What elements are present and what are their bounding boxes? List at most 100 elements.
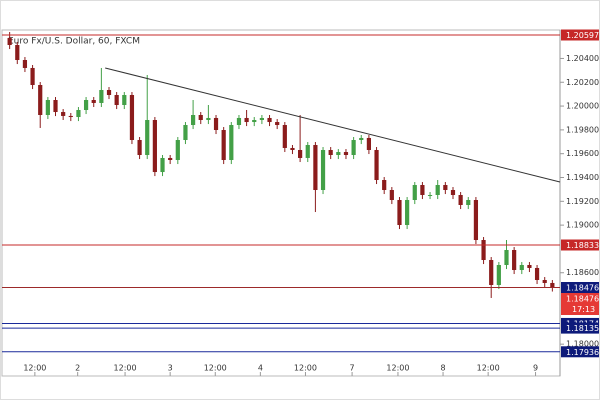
candle-body <box>53 100 58 113</box>
candle-body <box>290 147 295 150</box>
level-label: 1.17936 <box>566 348 599 357</box>
candle-body <box>534 267 540 280</box>
candle-body <box>198 115 203 120</box>
x-tick-label: 4 <box>258 364 263 373</box>
candle-body <box>412 185 417 200</box>
candle-body <box>282 125 287 148</box>
candle-body <box>175 140 180 160</box>
candle-body <box>38 85 43 115</box>
candle-body <box>83 100 89 110</box>
candle-body <box>489 260 494 285</box>
last-price-box <box>561 293 599 315</box>
x-tick-label: 12:00 <box>23 364 46 373</box>
candle-body <box>30 67 35 85</box>
candle-body <box>168 157 173 160</box>
candle-body <box>450 190 456 195</box>
level-box <box>561 346 599 358</box>
candle-body <box>336 152 341 155</box>
x-tick-label: 12:00 <box>477 364 500 373</box>
y-tick-label: 1.19000 <box>566 221 599 230</box>
y-tick-label: 1.19600 <box>566 149 599 158</box>
candle-body <box>99 90 104 103</box>
candle-body <box>473 200 479 240</box>
last-price-label: 1.18476 <box>566 295 599 304</box>
candle-body <box>22 60 28 68</box>
candle-body <box>351 140 356 155</box>
candle-body <box>229 125 234 160</box>
y-tick-label: 1.19400 <box>566 173 599 182</box>
level-box <box>561 29 599 41</box>
x-tick-label: 12:00 <box>294 364 317 373</box>
candle-body <box>15 45 20 60</box>
candle-body <box>145 120 150 155</box>
level-label: 1.18833 <box>566 241 599 250</box>
candle-body <box>129 95 135 140</box>
x-tick-label: 3 <box>168 364 173 373</box>
candle-body <box>389 190 394 200</box>
candle-body <box>382 180 387 190</box>
candle-body <box>298 150 303 158</box>
level-label: 1.18476 <box>566 284 599 293</box>
level-box <box>561 322 599 334</box>
candle-body <box>527 265 532 268</box>
candle-body <box>443 185 448 190</box>
candle-body <box>91 100 96 103</box>
chart-title: Euro Fx/U.S. Dollar, 60, FXCM <box>8 37 140 47</box>
candle-body <box>328 150 333 155</box>
level-box <box>561 282 599 293</box>
candle-body <box>542 280 547 283</box>
candle-body <box>206 117 211 120</box>
x-tick-label: 8 <box>441 364 446 373</box>
candle-body <box>320 150 326 190</box>
x-tick-label: 7 <box>350 364 355 373</box>
candle-body <box>466 200 471 205</box>
candle-body <box>114 95 119 105</box>
candle-body <box>122 95 127 105</box>
candle-body <box>7 37 12 45</box>
candle-body <box>435 185 440 195</box>
candle-body <box>259 117 264 120</box>
y-tick-label: 1.20400 <box>566 54 599 63</box>
candle-body <box>504 250 509 265</box>
candle-body <box>190 115 196 125</box>
x-tick-label: 12:00 <box>386 364 409 373</box>
candle-body <box>374 150 379 180</box>
candle-body <box>61 112 66 116</box>
x-tick-label: 9 <box>533 364 538 373</box>
candle-body <box>160 157 165 173</box>
candle-body <box>550 282 555 288</box>
x-tick-label: 12:00 <box>114 364 137 373</box>
candle-body <box>481 240 486 260</box>
trend-line <box>105 67 561 183</box>
candle-body <box>183 125 188 140</box>
candle-body <box>420 185 425 195</box>
candle-body <box>405 200 410 225</box>
candle-body <box>152 120 157 173</box>
candle-body <box>458 195 463 205</box>
candle-body <box>427 195 433 196</box>
candle-body <box>213 117 219 130</box>
candle-body <box>106 90 112 95</box>
candle-body <box>512 250 517 270</box>
x-tick-label: 2 <box>75 364 80 373</box>
countdown-label: 17:13 <box>572 305 595 314</box>
candle-body <box>305 145 310 158</box>
candle-body <box>313 145 318 190</box>
y-tick-label: 1.18000 <box>566 340 599 349</box>
candle-body <box>236 117 242 125</box>
candle-body <box>343 152 349 155</box>
y-tick-label: 1.19800 <box>566 125 599 134</box>
candle-body <box>76 110 81 118</box>
candle-body <box>68 115 73 118</box>
candle-body <box>275 122 280 125</box>
level-box <box>561 239 599 251</box>
y-tick-label: 1.20000 <box>566 102 599 111</box>
candle-body <box>496 265 501 285</box>
level-label: 1.20597 <box>566 31 599 40</box>
candle-body <box>267 117 272 123</box>
candle-body <box>366 137 372 150</box>
y-tick-label: 1.19200 <box>566 197 599 206</box>
candle-body <box>397 200 402 225</box>
